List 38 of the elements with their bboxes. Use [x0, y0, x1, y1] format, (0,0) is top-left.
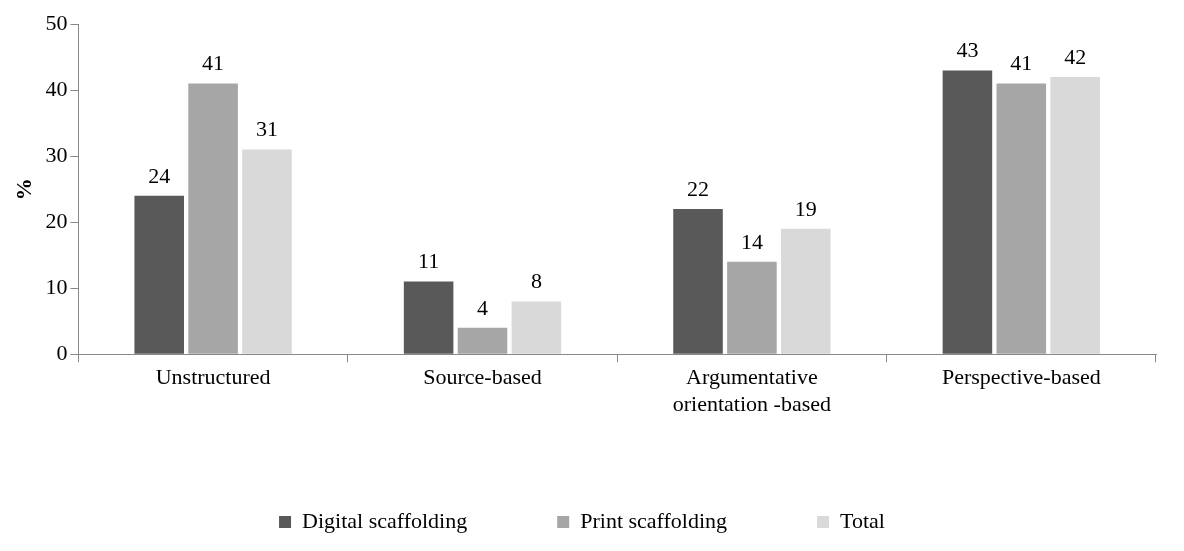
y-tick-label: 20 [45, 207, 68, 233]
y-tick-label: 30 [45, 141, 68, 167]
data-label: 41 [1010, 50, 1033, 76]
x-tick-label: Argumentative orientation -based [672, 364, 832, 416]
bar [942, 70, 993, 354]
legend-label: Total [840, 507, 885, 533]
data-label: 8 [530, 268, 542, 294]
legend-label: Print scaffolding [580, 507, 728, 533]
bar [996, 83, 1047, 354]
legend-label: Digital scaffolding [302, 507, 468, 533]
data-label: 42 [1064, 43, 1087, 69]
data-label: 24 [148, 162, 171, 188]
bar [781, 228, 831, 354]
bar [457, 327, 508, 354]
y-tick-label: 40 [45, 75, 68, 101]
y-axis-title: % [10, 178, 36, 201]
y-tick-label: 50 [45, 9, 68, 35]
y-tick-label: 0 [56, 339, 68, 365]
bar [727, 261, 777, 354]
data-label: 19 [794, 195, 817, 221]
data-label: 22 [687, 175, 710, 201]
y-tick-label: 10 [45, 273, 68, 299]
x-tick-label: Source-based [423, 364, 542, 390]
bar [1050, 77, 1100, 354]
x-tick-label: Perspective-based [941, 364, 1101, 390]
bar [511, 301, 562, 354]
data-label: 4 [477, 294, 488, 320]
x-tick-label: Unstructured [155, 364, 271, 390]
data-label: 43 [956, 37, 979, 63]
bar [242, 149, 292, 354]
bar [673, 209, 723, 354]
data-label: 41 [202, 50, 225, 76]
bar [188, 83, 238, 354]
data-label: 11 [418, 248, 440, 274]
data-label: 14 [740, 228, 763, 254]
data-label: 31 [255, 116, 278, 142]
bar [403, 281, 454, 354]
bar [134, 195, 185, 354]
